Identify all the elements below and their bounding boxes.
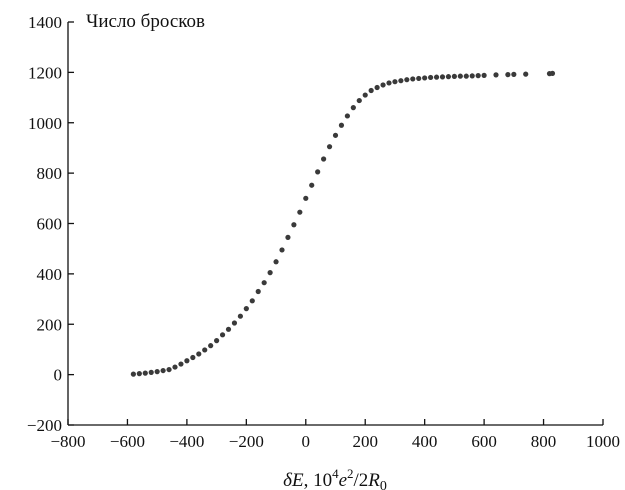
data-point — [136, 371, 142, 377]
data-point — [332, 132, 339, 138]
data-point — [439, 74, 446, 80]
x-ticks: −800 −600 −400 −200 0 200 400 600 800 1000 — [50, 419, 620, 451]
axes — [67, 22, 603, 426]
data-point — [297, 209, 303, 215]
data-point — [404, 77, 410, 83]
data-point — [338, 122, 345, 128]
data-point — [416, 75, 422, 82]
data-point — [148, 369, 154, 375]
data-point — [350, 105, 356, 111]
x-tick-label: 0 — [302, 432, 311, 451]
data-point — [392, 79, 398, 85]
x-tick-label: 1000 — [586, 432, 620, 451]
data-point — [279, 247, 285, 253]
data-point — [457, 73, 463, 79]
data-point — [184, 358, 190, 364]
x-tick-label: −200 — [229, 432, 264, 451]
data-point — [285, 234, 291, 240]
data-point — [237, 313, 243, 319]
data-point — [356, 97, 362, 104]
x-tick-label: −800 — [50, 432, 85, 451]
y-axis-title: Число бросков — [86, 11, 205, 32]
data-point — [493, 72, 499, 78]
data-point — [202, 347, 208, 353]
x-tick-label: −400 — [169, 432, 204, 451]
data-point — [549, 70, 556, 76]
x-axis-title: δE, 104e2/2R0 — [283, 466, 387, 490]
data-point — [398, 78, 404, 84]
y-tick-label: 600 — [37, 215, 63, 234]
data-point — [380, 82, 386, 88]
data-point — [451, 73, 457, 80]
data-point — [154, 369, 160, 375]
data-point — [362, 92, 368, 98]
data-point — [291, 222, 297, 228]
y-tick-label: 0 — [54, 366, 63, 385]
data-point — [243, 306, 249, 312]
data-point — [172, 364, 178, 370]
x-tick-label: −600 — [110, 432, 145, 451]
data-point — [178, 361, 184, 367]
data-point — [130, 371, 136, 377]
data-point — [428, 74, 434, 81]
x-tick-label: 600 — [471, 432, 497, 451]
data-point — [309, 182, 315, 188]
y-tick-label: 400 — [37, 265, 63, 284]
data-point — [267, 270, 273, 276]
y-tick-label: −200 — [27, 416, 62, 435]
data-point — [410, 76, 416, 82]
y-tick-label: 1000 — [28, 114, 62, 133]
data-point — [142, 370, 148, 376]
data-point — [511, 71, 517, 77]
data-point — [303, 195, 309, 201]
data-point — [225, 326, 232, 332]
data-point — [190, 354, 196, 361]
y-tick-label: 1400 — [28, 13, 62, 32]
data-point — [481, 72, 487, 78]
data-point — [368, 87, 374, 94]
data-point — [166, 366, 172, 373]
y-tick-label: 1200 — [28, 63, 62, 82]
x-tick-label: 200 — [352, 432, 378, 451]
data-point — [422, 75, 428, 81]
data-point — [249, 298, 255, 304]
x-tick-label: 400 — [412, 432, 438, 451]
x-tick-label: 800 — [531, 432, 557, 451]
data-point — [475, 73, 481, 79]
data-points — [130, 70, 556, 377]
data-point — [255, 288, 261, 295]
data-point — [160, 367, 166, 374]
data-point — [523, 71, 529, 77]
data-point — [326, 144, 333, 150]
data-point — [315, 169, 321, 175]
data-point — [273, 259, 279, 265]
y-ticks: −200 0 200 400 600 800 1000 1200 1400 — [27, 13, 74, 435]
data-point — [505, 72, 511, 78]
data-point — [374, 84, 380, 91]
data-point — [386, 80, 392, 86]
y-tick-label: 800 — [37, 164, 63, 183]
data-point — [469, 73, 475, 79]
y-tick-label: 200 — [37, 315, 63, 334]
data-point — [231, 320, 238, 326]
data-point — [208, 343, 214, 349]
data-point — [219, 332, 226, 338]
data-point — [261, 280, 267, 286]
data-point — [214, 338, 220, 344]
data-point — [344, 113, 350, 119]
data-point — [321, 156, 327, 162]
data-point — [433, 74, 440, 80]
data-point — [196, 351, 202, 357]
data-point — [445, 74, 452, 80]
data-point — [463, 73, 469, 79]
